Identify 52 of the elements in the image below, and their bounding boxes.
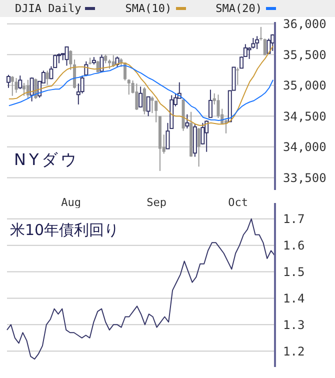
candlestick [135, 83, 138, 110]
text: 米10年債利回り [10, 221, 120, 239]
candlestick [197, 127, 200, 168]
candlestick [146, 96, 150, 117]
candlestick [263, 38, 266, 56]
candlestick [69, 50, 72, 70]
candlestick [259, 26, 262, 41]
candlestick [204, 120, 209, 152]
candlestick [56, 52, 61, 64]
legend-label: SMA(10) [125, 2, 172, 15]
y-tick-label: 35,500 [283, 48, 326, 62]
candlestick [270, 34, 275, 52]
candlestick [30, 76, 34, 102]
x-tick-label: Aug [61, 196, 82, 209]
candlestick [127, 78, 130, 96]
candlestick [185, 114, 190, 129]
y-tick-label: 1.6 [283, 238, 305, 253]
y-tick-label: 33,500 [283, 170, 326, 185]
candlestick [142, 86, 146, 115]
candlestick [150, 96, 154, 114]
candlestick [236, 67, 240, 86]
candlestick [64, 46, 69, 66]
candlestick [208, 89, 212, 118]
y-tick-label: 1.3 [283, 318, 305, 332]
y-tick-label: 34,000 [283, 140, 326, 154]
candlestick [115, 56, 120, 68]
legend-label: SMA(20) [216, 2, 262, 15]
candlestick [10, 76, 14, 96]
candlestick [154, 100, 158, 123]
text: NYダウ [14, 150, 80, 169]
y-tick-label: 35,000 [283, 78, 326, 93]
y-tick-label: 1.7 [283, 212, 305, 226]
line-series [6, 218, 276, 360]
candlestick [138, 86, 143, 108]
candlestick [266, 38, 271, 54]
candlestick [53, 54, 58, 68]
candlestick [46, 70, 49, 86]
candlestick [14, 78, 18, 94]
legend-label: DJIA Daily [15, 2, 82, 15]
x-tick-label: Oct [228, 196, 248, 209]
candlestick [255, 36, 260, 50]
y-tick-label: 1.2 [283, 344, 305, 358]
y-tick-label: 36,000 [283, 17, 326, 32]
y-tick-label: 1.4 [283, 291, 305, 306]
y-tick-label: 1.5 [283, 265, 305, 280]
x-tick-label: Sep [146, 196, 166, 209]
candlestick [22, 82, 26, 96]
candlestick [18, 75, 22, 90]
candlestick [73, 59, 76, 89]
y-tick-label: 34,500 [283, 109, 326, 124]
candlestick [6, 74, 10, 88]
candlestick [26, 79, 30, 100]
